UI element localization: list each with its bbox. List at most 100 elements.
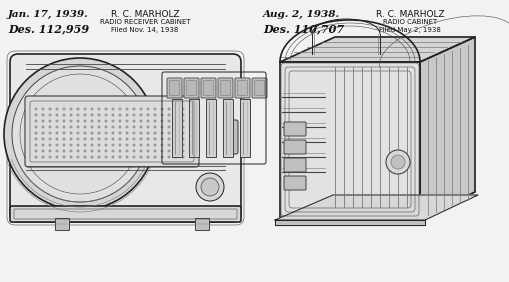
Circle shape [104, 131, 107, 135]
Circle shape [181, 113, 184, 116]
Circle shape [35, 138, 38, 140]
Circle shape [90, 138, 93, 140]
Circle shape [132, 155, 135, 158]
Circle shape [83, 149, 87, 153]
Circle shape [146, 131, 149, 135]
Circle shape [63, 107, 65, 111]
Circle shape [90, 131, 93, 135]
Circle shape [139, 131, 142, 135]
Circle shape [167, 138, 170, 140]
Circle shape [69, 144, 72, 147]
Circle shape [35, 107, 38, 111]
Circle shape [160, 138, 163, 140]
FancyBboxPatch shape [217, 78, 233, 98]
Circle shape [160, 113, 163, 116]
Circle shape [167, 131, 170, 135]
FancyBboxPatch shape [184, 78, 199, 98]
Circle shape [55, 120, 59, 122]
Circle shape [111, 138, 115, 140]
Circle shape [195, 173, 223, 201]
Circle shape [90, 125, 93, 129]
Circle shape [97, 120, 100, 122]
Circle shape [132, 144, 135, 147]
Circle shape [90, 155, 93, 158]
Circle shape [174, 155, 177, 158]
Circle shape [160, 131, 163, 135]
Circle shape [111, 125, 115, 129]
Circle shape [69, 113, 72, 116]
Circle shape [76, 155, 79, 158]
Circle shape [63, 155, 65, 158]
Circle shape [139, 144, 142, 147]
Circle shape [97, 113, 100, 116]
FancyBboxPatch shape [225, 120, 238, 154]
Circle shape [125, 155, 128, 158]
Circle shape [41, 155, 44, 158]
Circle shape [90, 107, 93, 111]
Bar [172, 99, 182, 157]
Circle shape [83, 155, 87, 158]
Circle shape [63, 120, 65, 122]
Circle shape [41, 120, 44, 122]
Circle shape [104, 144, 107, 147]
Circle shape [90, 144, 93, 147]
Circle shape [146, 113, 149, 116]
Circle shape [181, 144, 184, 147]
Circle shape [90, 120, 93, 122]
Circle shape [174, 125, 177, 129]
Circle shape [63, 144, 65, 147]
FancyBboxPatch shape [186, 80, 196, 96]
Circle shape [118, 144, 121, 147]
Circle shape [83, 107, 87, 111]
Bar [206, 99, 216, 157]
Circle shape [48, 144, 51, 147]
Circle shape [181, 107, 184, 111]
Circle shape [48, 125, 51, 129]
Circle shape [167, 155, 170, 158]
Circle shape [97, 131, 100, 135]
Circle shape [181, 131, 184, 135]
Circle shape [41, 107, 44, 111]
Circle shape [139, 138, 142, 140]
Circle shape [97, 138, 100, 140]
Circle shape [111, 144, 115, 147]
Circle shape [132, 120, 135, 122]
FancyBboxPatch shape [169, 80, 179, 96]
Bar [55, 218, 69, 230]
Circle shape [104, 107, 107, 111]
Circle shape [118, 138, 121, 140]
Text: Filed Nov. 14, 1938: Filed Nov. 14, 1938 [111, 27, 178, 33]
Text: R. C. MARHOLZ: R. C. MARHOLZ [110, 10, 179, 19]
Circle shape [76, 131, 79, 135]
Polygon shape [419, 37, 474, 217]
Circle shape [174, 113, 177, 116]
Circle shape [174, 149, 177, 153]
Circle shape [153, 144, 156, 147]
Circle shape [104, 125, 107, 129]
Circle shape [153, 149, 156, 153]
Circle shape [181, 120, 184, 122]
FancyBboxPatch shape [10, 206, 241, 222]
Circle shape [69, 155, 72, 158]
Circle shape [12, 66, 148, 202]
Circle shape [90, 149, 93, 153]
Circle shape [76, 138, 79, 140]
Circle shape [160, 107, 163, 111]
FancyBboxPatch shape [203, 80, 213, 96]
Circle shape [139, 125, 142, 129]
Circle shape [41, 144, 44, 147]
Circle shape [160, 144, 163, 147]
Circle shape [146, 120, 149, 122]
Circle shape [118, 155, 121, 158]
Circle shape [146, 125, 149, 129]
Circle shape [63, 125, 65, 129]
Circle shape [111, 107, 115, 111]
Circle shape [118, 107, 121, 111]
Circle shape [153, 131, 156, 135]
Circle shape [63, 138, 65, 140]
FancyBboxPatch shape [254, 80, 264, 96]
FancyBboxPatch shape [10, 54, 241, 222]
Circle shape [125, 149, 128, 153]
Text: Des. 112,959: Des. 112,959 [8, 23, 89, 34]
Circle shape [55, 144, 59, 147]
